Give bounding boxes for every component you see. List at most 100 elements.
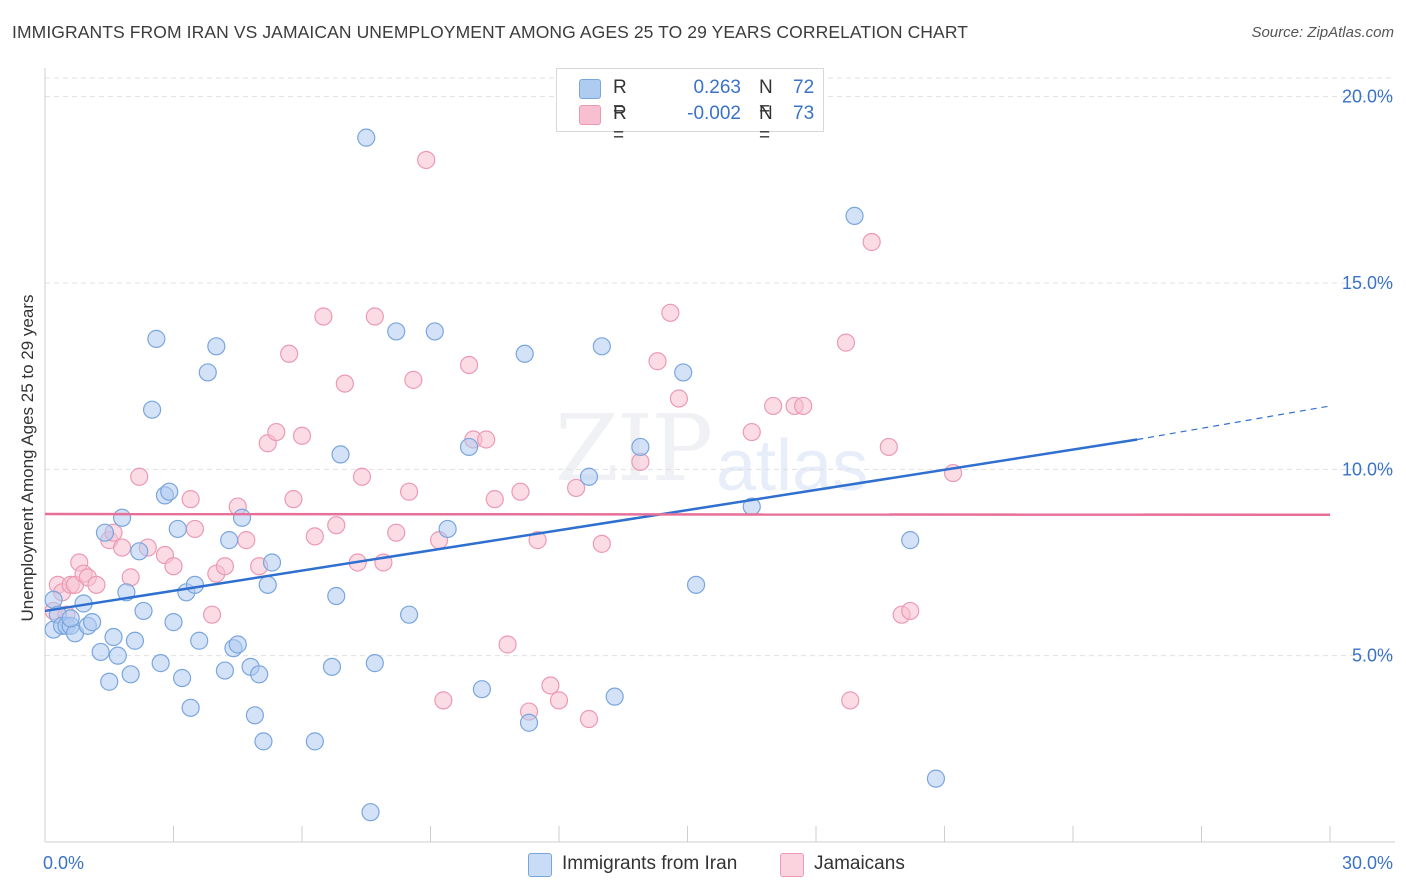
bottom-legend-swatch-iran: [528, 853, 552, 877]
legend-r-label: R =: [613, 103, 627, 146]
data-point: [108, 646, 127, 665]
data-point: [164, 557, 183, 576]
data-point: [280, 344, 299, 363]
data-point: [185, 519, 205, 539]
data-point: [147, 329, 166, 348]
data-point: [164, 613, 183, 632]
legend-n-value-jamaicans: 73: [793, 103, 815, 124]
data-point: [121, 568, 140, 587]
trend-lines: [44, 405, 1331, 613]
series-jamaicans: [44, 150, 963, 729]
data-point: [498, 635, 517, 654]
data-point: [742, 422, 761, 442]
data-point: [327, 586, 346, 606]
data-point: [181, 698, 200, 717]
data-point: [215, 661, 234, 680]
bottom-legend-label-jamaicans: Jamaicans: [814, 853, 905, 874]
bottom-legend-swatch-jamaicans: [780, 853, 804, 877]
data-point: [567, 478, 586, 498]
data-point: [528, 531, 547, 550]
data-point: [172, 668, 192, 688]
data-point: [87, 575, 106, 594]
data-point: [215, 557, 234, 576]
data-point: [262, 553, 282, 572]
data-point: [365, 307, 384, 326]
data-point: [237, 531, 256, 550]
data-point: [404, 370, 423, 389]
data-point: [198, 363, 217, 382]
data-point: [485, 490, 504, 509]
data-point: [592, 534, 611, 553]
data-point: [130, 467, 149, 486]
data-point: [181, 490, 200, 509]
data-point: [125, 631, 145, 650]
data-point: [631, 437, 650, 457]
data-point: [472, 680, 491, 699]
y-axis-label: Unemployment Among Ages 25 to 29 years: [18, 294, 37, 622]
data-point: [207, 337, 226, 356]
bottom-legend-label-iran: Immigrants from Iran: [562, 853, 738, 874]
data-point: [417, 150, 436, 170]
data-point: [314, 307, 333, 326]
data-point: [254, 732, 273, 751]
data-point: [100, 672, 119, 691]
legend-swatch-iran: [579, 79, 601, 99]
data-point: [901, 531, 920, 550]
data-point: [459, 355, 479, 375]
data-point: [267, 422, 286, 442]
data-point: [95, 523, 115, 542]
data-point: [142, 400, 162, 419]
data-point: [202, 605, 222, 624]
data-point: [130, 542, 149, 561]
data-point: [160, 482, 179, 501]
data-point: [112, 538, 132, 557]
data-point: [357, 128, 376, 147]
data-point: [549, 691, 569, 710]
data-point: [511, 482, 530, 501]
data-point: [220, 531, 239, 550]
data-point: [361, 803, 380, 822]
data-point: [425, 322, 444, 341]
tick-labels: 5.0% 10.0% 15.0% 20.0% 0.0% 30.0%: [43, 87, 1393, 873]
legend-r-label: R =: [613, 77, 627, 120]
data-point: [438, 519, 457, 539]
correlation-legend: R = 0.263 N = 72 R = -0.002 N = 73: [556, 68, 824, 146]
data-point: [232, 508, 252, 527]
legend-swatch-jamaicans: [579, 105, 601, 125]
data-point: [327, 516, 346, 535]
data-point: [686, 575, 706, 594]
chart-title: IMMIGRANTS FROM IRAN VS JAMAICAN UNEMPLO…: [12, 22, 969, 42]
data-point: [284, 490, 303, 509]
data-point: [519, 713, 539, 732]
data-point: [44, 590, 63, 609]
data-point: [185, 575, 205, 594]
axes: [44, 68, 1395, 843]
data-point: [168, 519, 187, 539]
data-point: [305, 732, 324, 751]
y-tick-label: 10.0%: [1342, 459, 1393, 479]
data-point: [862, 232, 881, 252]
source-label: Source: ZipAtlas.com: [1251, 24, 1394, 41]
trendline-jamaicans: [44, 512, 1331, 517]
data-point: [541, 676, 560, 695]
data-point: [794, 396, 813, 416]
data-point: [515, 344, 534, 363]
data-point: [669, 389, 689, 408]
legend-r-value-jamaicans: -0.002: [687, 103, 741, 124]
legend-n-value-iran: 72: [793, 77, 815, 98]
data-point: [434, 691, 453, 710]
y-tick-label: 15.0%: [1342, 273, 1393, 293]
x-tick-label-min: 0.0%: [43, 853, 84, 873]
data-point: [250, 665, 269, 684]
data-point: [121, 665, 140, 684]
data-point: [245, 706, 264, 725]
legend-n-label: N =: [759, 77, 773, 120]
legend-n-label: N =: [759, 103, 773, 146]
y-tick-label: 20.0%: [1342, 87, 1393, 107]
data-point: [399, 605, 419, 624]
data-point: [387, 523, 406, 542]
data-point: [365, 654, 384, 673]
series-immigrants-from-iran: [44, 128, 946, 822]
data-point: [901, 601, 920, 621]
